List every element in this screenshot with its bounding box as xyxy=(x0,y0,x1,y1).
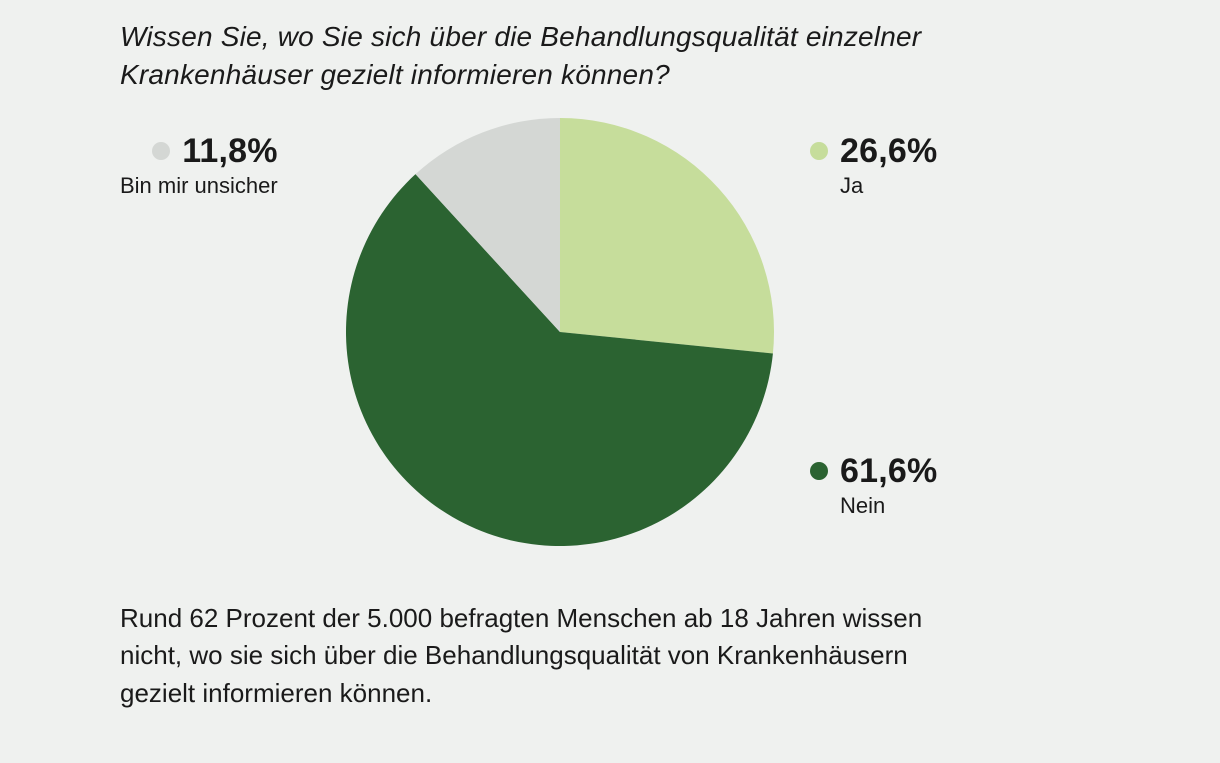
chart-question: Wissen Sie, wo Sie sich über die Behandl… xyxy=(120,18,940,94)
pie-slice-ja xyxy=(560,118,774,353)
legend-label-ja: Ja xyxy=(810,173,863,199)
legend-nein: 61,6% Nein xyxy=(810,452,937,519)
legend-dot-unsicher xyxy=(152,142,170,160)
pie-wrap xyxy=(340,112,780,552)
legend-unsicher: 11,8% Bin mir unsicher xyxy=(120,132,278,199)
legend-value-nein: 61,6% xyxy=(840,452,937,491)
legend-value-ja: 26,6% xyxy=(840,132,937,171)
legend-ja-value-row: 26,6% xyxy=(810,132,937,171)
pie-slices xyxy=(346,118,774,546)
legend-dot-ja xyxy=(810,142,828,160)
legend-unsicher-value-row: 11,8% xyxy=(152,132,278,171)
legend-ja: 26,6% Ja xyxy=(810,132,937,199)
legend-dot-nein xyxy=(810,462,828,480)
pie-chart xyxy=(340,112,780,552)
chart-container: Wissen Sie, wo Sie sich über die Behandl… xyxy=(0,0,1220,763)
legend-label-nein: Nein xyxy=(810,493,885,519)
legend-label-unsicher: Bin mir unsicher xyxy=(120,173,278,199)
chart-row: 11,8% Bin mir unsicher 26,6% Ja 61,6% Ne… xyxy=(120,112,1100,592)
legend-nein-value-row: 61,6% xyxy=(810,452,937,491)
chart-caption: Rund 62 Prozent der 5.000 befragten Mens… xyxy=(120,600,990,713)
legend-value-unsicher: 11,8% xyxy=(182,132,278,171)
